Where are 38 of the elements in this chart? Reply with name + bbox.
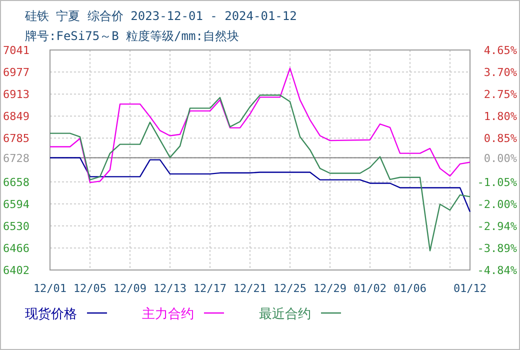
chart-subtitle: 牌号:FeSi75～B 粒度等级/mm:自然块 bbox=[25, 29, 239, 43]
y-tick-label: 6913 bbox=[3, 88, 30, 102]
x-tick-label: 01/06 bbox=[393, 282, 427, 295]
y2-tick-label: 4.65% bbox=[484, 44, 518, 57]
x-tick-label: 12/01 bbox=[33, 282, 67, 295]
y2-tick-label: -1.05% bbox=[477, 176, 518, 190]
y-tick-label: 6466 bbox=[3, 242, 30, 255]
y2-tick-label: 3.70% bbox=[484, 66, 518, 80]
y2-tick-label: -4.84% bbox=[477, 264, 518, 277]
x-tick-label: 12/25 bbox=[273, 282, 307, 295]
x-tick-label: 12/13 bbox=[153, 282, 187, 295]
x-tick-label: 01/02 bbox=[353, 282, 387, 295]
x-tick-label: 12/09 bbox=[113, 282, 147, 295]
y-tick-label: 6728 bbox=[3, 152, 30, 165]
x-tick-label: 12/05 bbox=[73, 282, 107, 295]
y2-tick-label: 1.80% bbox=[484, 110, 518, 124]
y2-tick-label: -2.94% bbox=[477, 220, 518, 233]
x-tick-label: 12/21 bbox=[233, 282, 267, 295]
legend-label: 主力合约 bbox=[142, 306, 194, 322]
y-tick-label: 7041 bbox=[3, 44, 30, 57]
y-tick-label: 6977 bbox=[3, 66, 30, 80]
y-tick-label: 6594 bbox=[3, 198, 30, 211]
chart-title: 硅铁 宁夏 综合价 2023-12-01 - 2024-01-12 bbox=[24, 9, 297, 23]
y-tick-label: 6658 bbox=[3, 176, 30, 189]
x-tick-label: 01/12 bbox=[453, 282, 487, 295]
y-tick-label: 6530 bbox=[3, 220, 30, 233]
x-tick-label: 12/17 bbox=[193, 282, 227, 295]
y2-tick-label: 2.75% bbox=[484, 88, 518, 102]
legend-label: 现货价格 bbox=[25, 307, 77, 322]
legend-label: 最近合约 bbox=[259, 307, 311, 322]
y-tick-label: 6785 bbox=[3, 132, 30, 146]
y2-tick-label: 0.85% bbox=[484, 132, 518, 146]
y2-tick-label: -3.89% bbox=[477, 242, 518, 255]
y2-tick-label: 0.00% bbox=[484, 152, 518, 165]
y-tick-label: 6402 bbox=[3, 264, 30, 277]
y-tick-label: 6849 bbox=[3, 110, 30, 124]
y2-tick-label: -2.00% bbox=[477, 198, 518, 212]
x-tick-label: 12/29 bbox=[313, 282, 347, 295]
